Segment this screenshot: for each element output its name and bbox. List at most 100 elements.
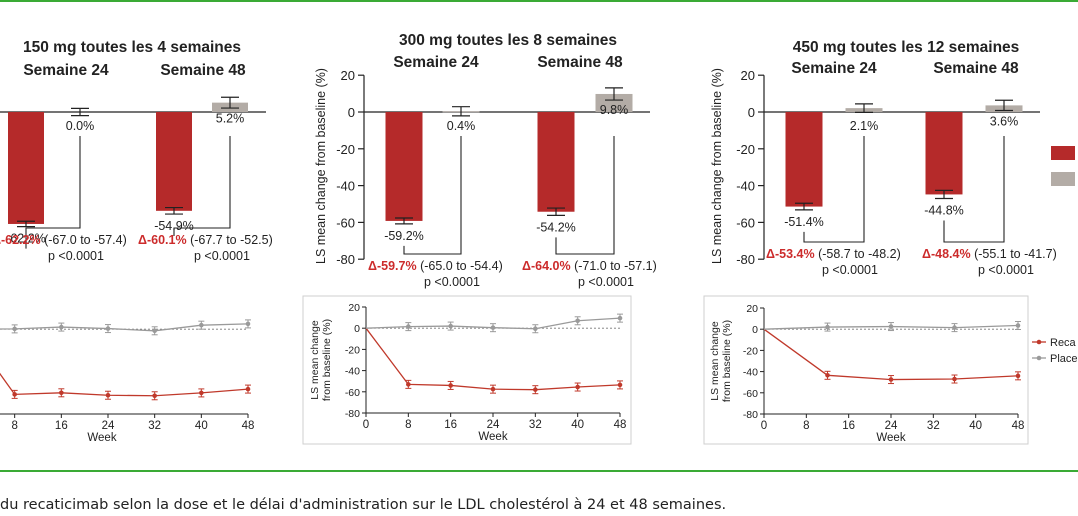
bar-panel-1-comparison-bracket [25, 136, 81, 249]
line-panel-1-placebo-point [245, 321, 251, 327]
bar-panel-2-delta-text: Δ-64.0% (-71.0 to -57.1) [522, 259, 657, 273]
line-panel-3-drug-point [888, 377, 894, 382]
line-panel-2-x-tick-label: 40 [571, 419, 584, 431]
bar-panel-2-placebo-value-label: 0.4% [447, 119, 476, 133]
bar-panel-2-drug-value-label: -54.2% [536, 220, 576, 234]
line-panel-2-y-tick-label: -20 [345, 344, 360, 356]
line-panel-2-placebo-point [575, 318, 580, 324]
line-panel-1-drug-point [152, 393, 157, 399]
bar-panel-2-p-value: p <0.0001 [424, 275, 480, 289]
line-panel-3-drug-point [952, 376, 957, 382]
bar-panel-2-delta-value: Δ-59.7% [368, 259, 417, 273]
bar-panel-2-y-tick-label: -60 [336, 215, 355, 230]
line-legend-drug-dot [1036, 339, 1042, 345]
bar-panel-3-p-value: p <0.0001 [822, 263, 878, 277]
bar-panel-3-comparison-bracket [803, 136, 865, 243]
bar-panel-3-y-tick-label: -20 [736, 142, 755, 157]
line-panel-3-x-tick-label: 32 [927, 420, 940, 432]
bar-panel-2-delta-ci: (-65.0 to -54.4) [417, 259, 503, 273]
line-panel-2-drug-line [365, 327, 621, 391]
line-panel-3-y-axis-label: from baseline (%) [721, 320, 733, 402]
line-panel-2-x-tick-label: 8 [405, 419, 411, 431]
bar-panel-2-delta-value: Δ-64.0% [522, 259, 571, 273]
line-panel-3-x-tick-label: 8 [803, 420, 809, 432]
line-panel-1-x-tick-label: 32 [148, 420, 161, 432]
line-panel-2-x-tick-label: 32 [529, 419, 542, 431]
bar-panel-3-y-tick-label: -60 [736, 215, 755, 230]
bar-panel-3-drug-value-label: -44.8% [924, 203, 964, 217]
bar-panel-1-category-label: Semaine 24 [23, 62, 109, 79]
line-panel-1-drug-line [0, 372, 249, 397]
line-panel-1-x-tick-label: 40 [195, 420, 208, 432]
line-panel-2-x-tick-label: 16 [444, 419, 457, 431]
bar-panel-3-delta-text: Δ-48.4% (-55.1 to -41.7) [922, 247, 1057, 261]
line-panel-3-y-tick-label: 20 [746, 303, 758, 315]
bar-panel-3-drug-value-label: -51.4% [784, 215, 824, 229]
bar-panel-2-y-tick-label: -20 [336, 142, 355, 157]
bar-panel-2-category-label: Semaine 48 [537, 54, 623, 71]
line-panel-1-placebo-point [105, 326, 111, 331]
line-panel-1-placebo-point [12, 326, 17, 332]
line-panel-3-x-axis-label: Week [876, 432, 905, 444]
bar-panel-1-delta-value: Δ-62.2% [0, 233, 41, 247]
line-panel-2-placebo-point [448, 323, 453, 329]
bar-panel-2-y-tick-label: 20 [341, 68, 355, 83]
bar-panel-3-category-label: Semaine 24 [791, 60, 877, 77]
bar-panel-3-y-tick-label: -80 [736, 252, 755, 267]
line-panel-2-drug-point [448, 383, 453, 388]
bar-panel-1-delta-ci: (-67.7 to -52.5) [187, 233, 273, 247]
bar-legend-drug-swatch [1051, 146, 1075, 160]
bar-panel-1-p-value: p <0.0001 [194, 249, 250, 263]
line-panel-2-y-axis-label: LS mean change [309, 320, 321, 400]
line-panel-3-frame [703, 295, 1029, 445]
line-legend-placebo-label: Place [1050, 353, 1078, 365]
line-panel-2-y-tick-label: -60 [345, 387, 360, 399]
line-panel-3-drug-line [763, 328, 1019, 381]
line-panel-3-x-tick-label: 24 [885, 420, 898, 432]
figure-frame [0, 0, 1078, 472]
bar-panel-3-delta-ci: (-58.7 to -48.2) [815, 247, 901, 261]
line-panel-1-placebo-line [0, 323, 249, 332]
line-panel-1-x-tick-label: 16 [55, 420, 68, 432]
bar-panel-1-delta-ci: (-67.0 to -57.4) [41, 233, 127, 247]
line-panel-1-placebo-point [59, 324, 64, 330]
bar-panel-2-y-tick-label: -40 [336, 179, 355, 194]
line-panel-3-placebo-point [825, 324, 830, 330]
bar-panel-3-category-label: Semaine 48 [933, 60, 1019, 77]
bar-panel-3-drug-bar [925, 112, 963, 195]
bar-panel-2-title: 300 mg toutes les 8 semaines [399, 32, 617, 49]
line-panel-3-y-tick-label: -40 [743, 367, 758, 379]
bar-panel-3-title: 450 mg toutes les 12 semaines [793, 39, 1020, 56]
bar-panel-2-drug-bar [537, 112, 575, 212]
line-panel-3-y-tick-label: -80 [743, 409, 758, 421]
line-panel-2-x-tick-label: 48 [614, 419, 627, 431]
line-panel-2-drug-point [575, 384, 580, 390]
bar-panel-2-placebo-value-label: 9.8% [600, 103, 629, 117]
bar-panel-2-y-axis-label: LS mean change from baseline (%) [314, 68, 328, 264]
bar-panel-1-drug-value-label: -54.9% [154, 219, 194, 233]
line-panel-3-y-tick-label: -20 [743, 345, 758, 357]
bar-panel-3-y-tick-label: 20 [741, 68, 755, 83]
line-panel-1-drug-point [199, 390, 204, 396]
bar-panel-1-title: 150 mg toutes les 4 semaines [23, 39, 241, 56]
line-panel-2-x-tick-label: 0 [363, 419, 369, 431]
line-panel-2-y-axis-label: from baseline (%) [321, 319, 333, 401]
bar-panel-1-comparison-bracket [173, 136, 231, 237]
bar-panel-3-y-axis-label: LS mean change from baseline (%) [710, 68, 724, 264]
line-panel-1-x-tick-label: 48 [242, 420, 255, 432]
line-panel-3-x-tick-label: 48 [1012, 420, 1025, 432]
line-panel-2-y-tick-label: -80 [345, 408, 360, 420]
bar-panel-3-y-tick-label: -40 [736, 179, 755, 194]
line-panel-3-x-tick-label: 0 [761, 420, 767, 432]
bar-panel-2-comparison-bracket [555, 136, 615, 255]
line-panel-1-x-axis-label: Week [87, 432, 116, 444]
bar-panel-2-y-tick-label: -80 [336, 252, 355, 267]
line-panel-2-x-axis-label: Week [478, 431, 507, 443]
line-panel-2-y-tick-label: 0 [354, 323, 360, 335]
line-panel-2-placebo-point [533, 326, 538, 332]
line-panel-2-y-tick-label: -40 [345, 366, 360, 378]
bar-panel-1-placebo-value-label: 5.2% [216, 112, 245, 126]
line-panel-3-y-tick-label: -60 [743, 388, 758, 400]
bar-panel-3-delta-value: Δ-53.4% [766, 247, 815, 261]
line-panel-3-y-tick-label: 0 [752, 324, 758, 336]
